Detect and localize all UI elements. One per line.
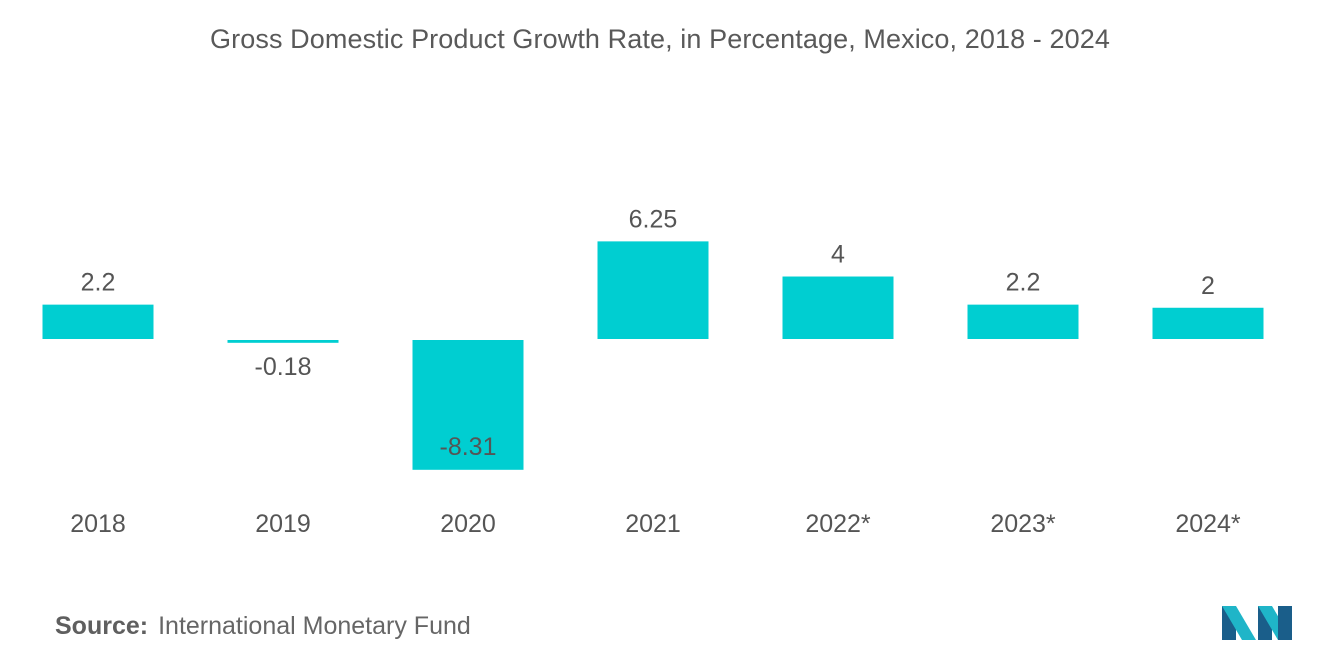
category-labels-group: 2018 2019 2020 2021 2022* 2023* 2024* xyxy=(70,510,1241,538)
source-label: Source: xyxy=(55,612,149,640)
category-label-2018: 2018 xyxy=(70,510,126,538)
bar-2023* xyxy=(967,304,1079,339)
value-labels-group: 2.2 -0.18 -8.31 6.25 4 2.2 2 xyxy=(81,205,1215,460)
value-label-2020: -8.31 xyxy=(440,433,497,461)
bar-2020 xyxy=(412,340,524,470)
value-label-2019: -0.18 xyxy=(255,353,312,381)
mordor-intelligence-logo-icon xyxy=(1222,606,1292,640)
bar-2018 xyxy=(42,304,154,339)
chart-title: Gross Domestic Product Growth Rate, in P… xyxy=(210,24,1110,54)
value-label-2021: 6.25 xyxy=(629,205,678,233)
category-label-2023*: 2023* xyxy=(990,510,1056,538)
source-note: Source: International Monetary Fund xyxy=(55,612,471,641)
value-label-2018: 2.2 xyxy=(81,269,116,297)
bar-2022* xyxy=(782,276,894,339)
bar-2024* xyxy=(1152,307,1264,339)
value-label-2024*: 2 xyxy=(1201,272,1215,300)
bar-2019 xyxy=(227,340,339,343)
category-label-2022*: 2022* xyxy=(805,510,871,538)
value-label-2022*: 4 xyxy=(831,241,845,269)
category-label-2020: 2020 xyxy=(440,510,496,538)
bar-2021 xyxy=(597,241,709,339)
source-text: International Monetary Fund xyxy=(158,612,471,640)
category-label-2021: 2021 xyxy=(625,510,681,538)
bars-group xyxy=(42,241,1264,470)
category-label-2024*: 2024* xyxy=(1175,510,1241,538)
value-label-2023*: 2.2 xyxy=(1006,269,1041,297)
category-label-2019: 2019 xyxy=(255,510,311,538)
